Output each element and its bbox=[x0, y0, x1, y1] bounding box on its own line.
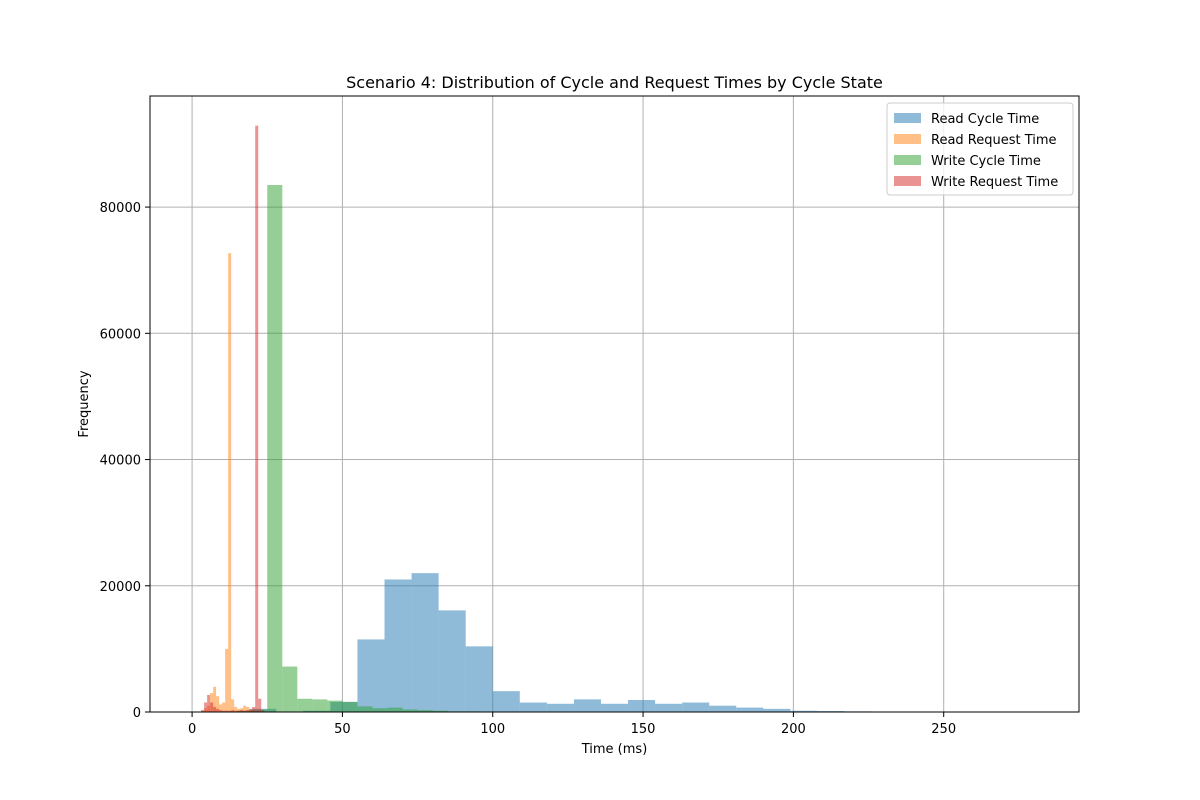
histogram-bar bbox=[225, 710, 229, 712]
histogram-bar bbox=[357, 639, 385, 712]
histogram-bar bbox=[219, 704, 223, 712]
histogram-bar bbox=[243, 710, 247, 712]
histogram-bar bbox=[342, 701, 358, 712]
plot-frame bbox=[149, 95, 1080, 713]
histogram-bar bbox=[267, 184, 283, 712]
histogram-bar bbox=[255, 125, 259, 712]
histogram-bar bbox=[709, 705, 737, 712]
x-tick-label: 100 bbox=[480, 722, 505, 737]
legend-box bbox=[886, 102, 1074, 196]
histogram-bar bbox=[372, 708, 388, 712]
y-axis-label: Frequency bbox=[77, 370, 92, 437]
histogram-bar bbox=[258, 698, 262, 712]
histogram-bar bbox=[216, 708, 220, 712]
ticks-layer: 0 50 100 150 200 250 0 20000 40000 60000 80000 bbox=[100, 201, 956, 737]
histogram-bar bbox=[600, 703, 629, 712]
histogram-bar bbox=[438, 610, 466, 712]
histogram-bar bbox=[402, 709, 418, 712]
legend-label: Read Request Time bbox=[931, 133, 1057, 148]
x-tick-label: 150 bbox=[631, 722, 656, 737]
histogram-bar bbox=[222, 702, 226, 712]
x-tick-label: 250 bbox=[931, 722, 956, 737]
histogram-bar bbox=[252, 706, 256, 712]
histogram-bar bbox=[628, 700, 656, 712]
legend-swatch bbox=[894, 134, 921, 144]
histogram-bar bbox=[417, 710, 433, 712]
histogram-bar bbox=[736, 707, 764, 712]
histogram-bar bbox=[682, 702, 710, 712]
histogram-bar bbox=[228, 710, 232, 712]
histogram-bar bbox=[790, 710, 818, 712]
histogram-bar bbox=[492, 691, 520, 712]
x-axis-label: Time (ms) bbox=[581, 742, 648, 757]
legend-swatch bbox=[894, 155, 921, 165]
histogram-bar bbox=[231, 699, 235, 712]
histogram-bar bbox=[387, 707, 403, 712]
series-read-cycle-time bbox=[249, 573, 1034, 712]
legend: Read Cycle Time Read Request Time Write Cy… bbox=[886, 102, 1074, 196]
legend-label: Write Cycle Time bbox=[931, 154, 1041, 169]
x-tick-label: 200 bbox=[781, 722, 806, 737]
legend-label: Read Cycle Time bbox=[931, 112, 1039, 127]
y-tick-label: 20000 bbox=[100, 580, 141, 595]
legend-label: Write Request Time bbox=[931, 175, 1058, 190]
y-tick-label: 40000 bbox=[100, 454, 141, 469]
histogram-bar bbox=[234, 706, 238, 712]
histogram-bar bbox=[411, 573, 439, 712]
histogram-bar bbox=[228, 253, 232, 712]
histogram-bar bbox=[546, 703, 574, 712]
histogram-bar bbox=[249, 709, 253, 712]
histogram-bar bbox=[297, 698, 313, 712]
histogram-bar bbox=[207, 694, 211, 712]
histogram-bar bbox=[519, 702, 547, 712]
y-tick-label: 60000 bbox=[100, 327, 141, 342]
histogram-bar bbox=[327, 700, 343, 712]
histogram-bar bbox=[357, 706, 373, 712]
legend-swatch bbox=[894, 113, 921, 123]
histogram-bar bbox=[246, 710, 250, 712]
series-write-request-time bbox=[201, 125, 265, 712]
histogram-bar bbox=[246, 706, 250, 712]
histogram-bar bbox=[219, 710, 223, 712]
x-tick-label: 0 bbox=[188, 722, 196, 737]
series-write-cycle-time bbox=[237, 184, 493, 712]
histogram-bar bbox=[240, 710, 244, 712]
histogram-bar bbox=[210, 702, 214, 712]
bars-layer bbox=[201, 125, 1034, 712]
histogram-bar bbox=[282, 666, 298, 712]
chart-title: Scenario 4: Distribution of Cycle and Re… bbox=[346, 73, 883, 92]
histogram-bar bbox=[204, 702, 208, 712]
histogram-bar bbox=[201, 710, 205, 712]
histogram-bar bbox=[384, 579, 412, 712]
histogram-bar bbox=[573, 699, 601, 712]
y-tick-label: 80000 bbox=[100, 201, 141, 216]
grid-layer bbox=[150, 96, 1079, 713]
histogram-bar bbox=[216, 696, 220, 712]
histogram-bar bbox=[312, 699, 328, 712]
histogram-bar bbox=[237, 708, 241, 712]
histogram-bar bbox=[225, 648, 229, 712]
legend-swatch bbox=[894, 176, 921, 186]
histogram-bar bbox=[234, 710, 238, 712]
histogram-bar bbox=[213, 686, 217, 712]
histogram-bar bbox=[261, 710, 265, 712]
histogram-bar bbox=[465, 646, 493, 712]
histogram-bar bbox=[432, 710, 448, 712]
histogram-bar bbox=[237, 710, 241, 712]
histogram-bar bbox=[222, 710, 226, 712]
histogram-bar bbox=[213, 706, 217, 712]
histogram-bar bbox=[231, 710, 235, 712]
x-tick-label: 50 bbox=[334, 722, 351, 737]
histogram-bar bbox=[763, 708, 791, 712]
histogram-bar bbox=[243, 705, 247, 712]
y-tick-label: 0 bbox=[133, 706, 141, 721]
histogram-bar bbox=[655, 703, 683, 712]
